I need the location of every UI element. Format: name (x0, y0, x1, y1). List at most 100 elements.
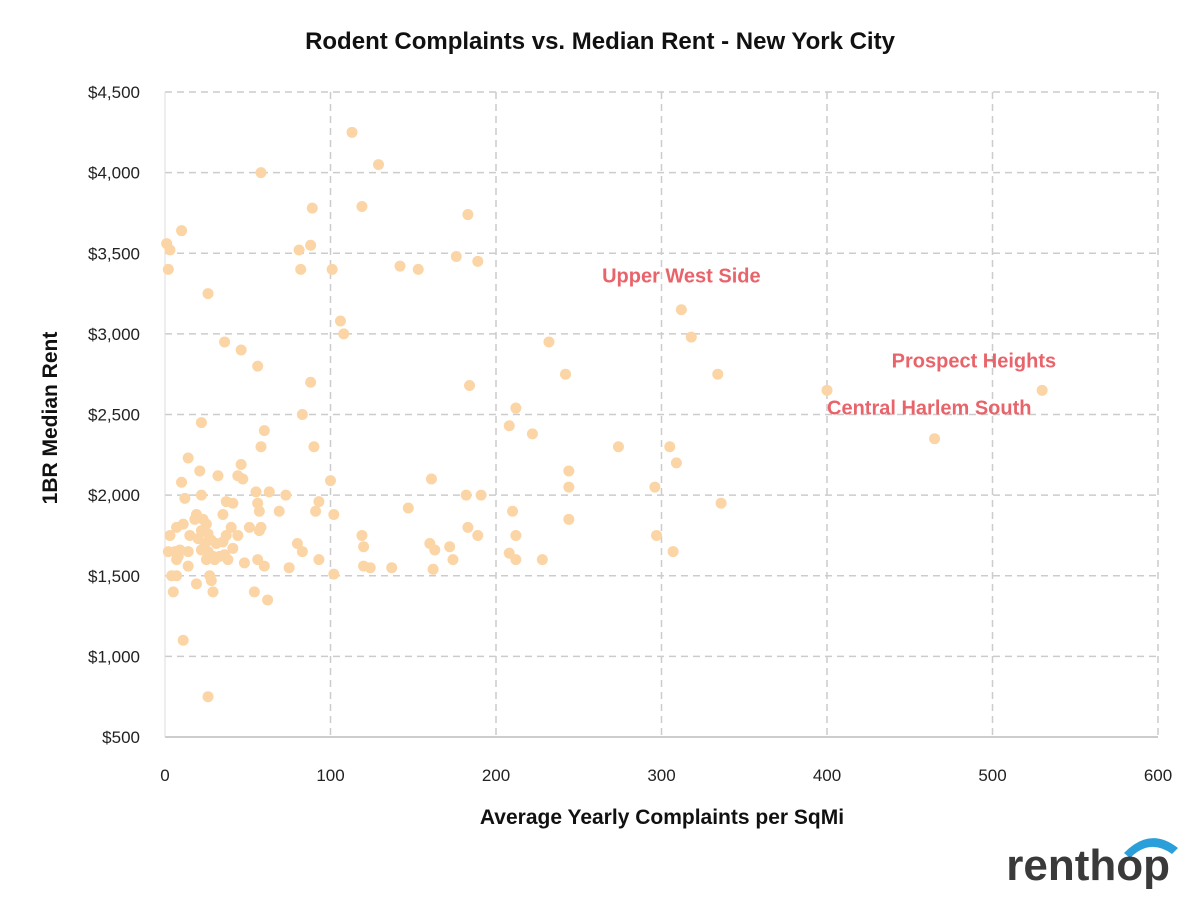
data-point (189, 513, 201, 525)
data-point (510, 402, 522, 414)
data-point (171, 554, 183, 566)
data-point (190, 578, 202, 590)
data-point (258, 560, 270, 572)
data-point (202, 288, 214, 300)
data-point (464, 379, 476, 391)
data-point (651, 529, 663, 541)
data-point (262, 594, 274, 606)
data-point (563, 513, 575, 525)
data-point (326, 263, 338, 275)
data-point (253, 525, 265, 537)
annotation-label: Central Harlem South (827, 397, 1031, 419)
data-point (205, 575, 217, 587)
data-point (200, 554, 212, 566)
logo-arc-icon (1124, 838, 1178, 858)
data-point (306, 202, 318, 214)
data-point (214, 550, 226, 562)
data-point (536, 554, 548, 566)
data-point (296, 409, 308, 420)
chart-title: Rodent Complaints vs. Median Rent - New … (305, 28, 895, 55)
data-point (386, 562, 398, 574)
data-point (356, 200, 368, 212)
data-point (334, 315, 346, 327)
x-tick-label: 500 (978, 766, 1006, 785)
data-point (263, 486, 275, 498)
annotation-label: Prospect Heights (892, 350, 1056, 372)
data-point (328, 508, 340, 520)
data-point (179, 492, 191, 504)
data-point (402, 502, 414, 514)
data-point (507, 505, 519, 517)
data-point (364, 562, 376, 574)
data-point (526, 428, 538, 440)
data-point (1036, 384, 1048, 396)
data-point (372, 159, 384, 171)
data-point (255, 441, 267, 453)
data-point (425, 473, 437, 485)
y-axis-label: 1BR Median Rent (39, 332, 62, 505)
axes (164, 92, 1158, 738)
data-point (280, 489, 292, 501)
data-point (664, 441, 676, 453)
data-point (447, 554, 459, 566)
data-point (510, 554, 522, 566)
data-point (325, 475, 336, 487)
data-point (162, 263, 174, 275)
data-point (171, 570, 183, 582)
data-point (255, 167, 267, 179)
data-point (305, 239, 317, 251)
data-point (510, 529, 522, 541)
data-point (472, 529, 484, 541)
data-point (237, 473, 249, 485)
data-point (310, 505, 322, 517)
data-point (346, 126, 358, 138)
data-point (195, 417, 207, 429)
data-point (164, 244, 176, 256)
data-point (712, 368, 724, 380)
data-point (328, 568, 340, 580)
data-point (412, 263, 424, 275)
data-point (462, 521, 474, 533)
data-point (450, 250, 462, 262)
data-point (195, 489, 207, 501)
data-point (258, 425, 270, 437)
y-tick-label: $4,000 (88, 164, 140, 183)
data-point (222, 554, 234, 566)
annotations: Upper West Side Prospect Heights Central H… (602, 266, 1056, 420)
data-point (356, 529, 368, 541)
y-tick-label: $4,500 (88, 83, 140, 102)
data-point (176, 476, 188, 488)
data-point (182, 546, 194, 558)
data-point (202, 691, 214, 703)
data-point (283, 562, 295, 574)
data-point (503, 420, 515, 432)
data-point (675, 304, 687, 316)
x-tick-label: 100 (316, 766, 344, 785)
data-point (232, 529, 244, 541)
data-point (444, 541, 456, 553)
data-point (462, 209, 474, 221)
x-tick-label: 0 (160, 766, 169, 785)
data-point (715, 497, 727, 509)
data-point (227, 542, 239, 554)
data-point (248, 586, 260, 598)
y-tick-label: $3,500 (88, 244, 140, 263)
data-point (295, 263, 307, 275)
data-point (929, 433, 941, 445)
data-point (667, 546, 679, 558)
y-tick-label: $1,500 (88, 567, 140, 586)
data-point (313, 496, 325, 508)
renthop-logo: renthop (1006, 838, 1178, 890)
data-point (560, 368, 572, 380)
data-point (563, 481, 575, 493)
data-point (177, 634, 189, 646)
data-point (238, 557, 250, 569)
grid (165, 91, 1159, 737)
data-point (253, 505, 265, 517)
data-point (219, 336, 231, 348)
data-point (217, 508, 229, 520)
data-point (182, 560, 194, 572)
data-point (685, 331, 697, 343)
data-point (210, 538, 222, 549)
data-point (308, 441, 320, 453)
